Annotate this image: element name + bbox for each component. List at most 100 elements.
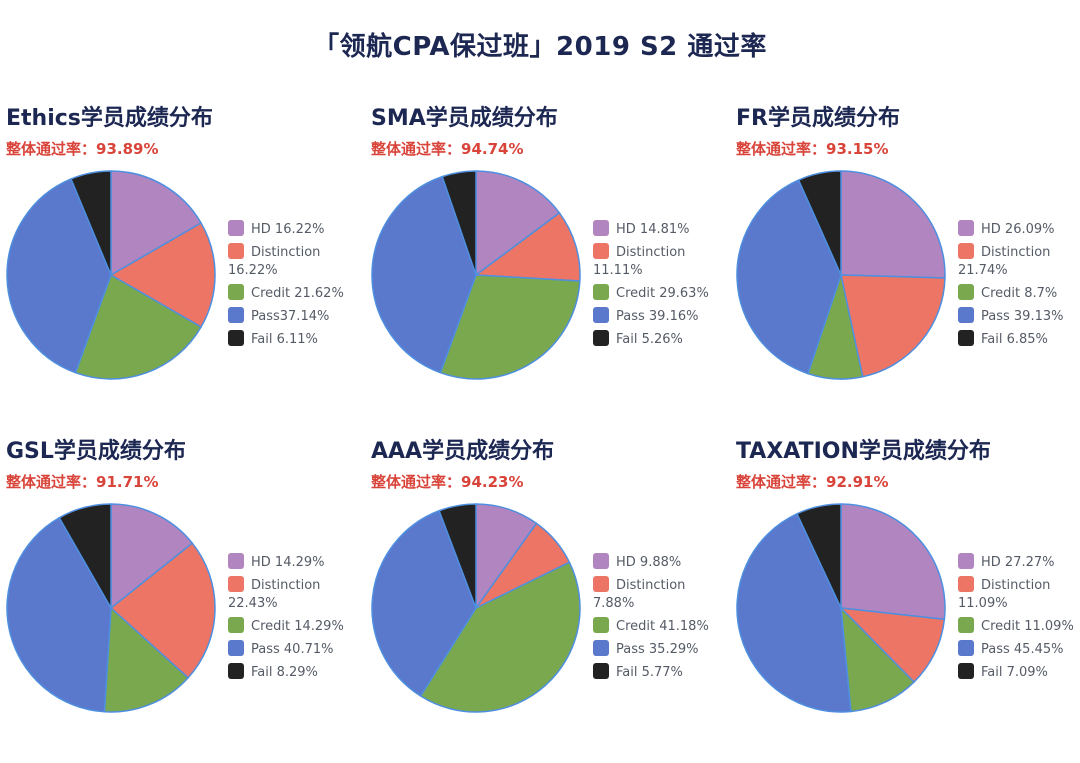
chart-legend: HD 14.29% Distinction 22.43% Credit 14.29%…: [228, 553, 358, 686]
chart-legend: HD 9.88% Distinction 7.88% Credit 41.18% Pa…: [593, 553, 723, 686]
legend-item-pass: Pass 39.16%: [593, 307, 723, 326]
chart-panel-ethics: Ethics学员成绩分布 整体通过率：93.89% HD 16.22% Disti…: [6, 100, 356, 430]
legend-item-credit: Credit 14.29%: [228, 617, 358, 636]
legend-item-distinction: Distinction 22.43%: [228, 576, 358, 613]
pie-slice-fail: [796, 503, 842, 609]
legend-label: Fail 7.09%: [981, 665, 1048, 680]
legend-item-fail: Fail 7.09%: [958, 663, 1080, 682]
legend-item-hd: HD 14.81%: [593, 220, 723, 239]
legend-swatch: [593, 330, 609, 346]
pie-slice-credit: [419, 561, 581, 713]
legend-swatch: [228, 617, 244, 633]
pass-rate-line: 整体通过率：94.23%: [371, 471, 524, 492]
legend-swatch: [593, 617, 609, 633]
legend-item-credit: Credit 41.18%: [593, 617, 723, 636]
legend-swatch: [958, 553, 974, 569]
chart-title: SMA学员成绩分布: [371, 106, 558, 131]
legend-item-hd: HD 26.09%: [958, 220, 1080, 239]
legend-item-fail: Fail 6.11%: [228, 330, 358, 349]
legend-item-hd: HD 9.88%: [593, 553, 723, 572]
pie-slice-pass: [736, 179, 842, 375]
legend-swatch: [228, 330, 244, 346]
legend-swatch: [593, 220, 609, 236]
pie-slice-fail: [441, 170, 477, 276]
legend-swatch: [228, 220, 244, 236]
chart-panel-gsl: GSL学员成绩分布 整体通过率：91.71% HD 14.29% Distinct…: [6, 433, 356, 763]
legend-label: Distinction 11.11%: [593, 245, 686, 278]
chart-legend: HD 27.27% Distinction 11.09% Credit 11.09%…: [958, 553, 1080, 686]
legend-label: Credit 11.09%: [981, 619, 1074, 634]
legend-swatch: [593, 576, 609, 592]
pie-slice-credit: [840, 607, 915, 713]
legend-label: Credit 41.18%: [616, 619, 709, 634]
legend-item-credit: Credit 29.63%: [593, 284, 723, 303]
legend-label: Credit 8.7%: [981, 286, 1058, 301]
legend-label: HD 14.29%: [251, 555, 325, 570]
pie-slice-hd: [475, 170, 561, 276]
legend-swatch: [958, 307, 974, 323]
legend-swatch: [228, 284, 244, 300]
pie-chart: [371, 503, 581, 713]
chart-title: FR学员成绩分布: [736, 106, 900, 131]
pie-slice-fail: [58, 503, 112, 609]
pie-slice-fail: [797, 170, 842, 276]
chart-legend: HD 14.81% Distinction 11.11% Credit 29.63%…: [593, 220, 723, 353]
legend-swatch: [958, 243, 974, 259]
pie-slice-pass: [371, 175, 477, 374]
legend-swatch: [958, 640, 974, 656]
legend-label: Distinction 11.09%: [958, 578, 1051, 611]
pie-slice-distinction: [110, 222, 216, 328]
legend-swatch: [593, 640, 609, 656]
pie-slice-distinction: [110, 542, 216, 679]
pie-slice-distinction: [475, 212, 581, 282]
legend-label: HD 14.81%: [616, 222, 690, 237]
legend-label: Fail 6.85%: [981, 332, 1048, 347]
pass-rate-label: 整体通过率：: [736, 140, 827, 158]
pie-slice-hd: [840, 170, 946, 279]
legend-label: Fail 8.29%: [251, 665, 318, 680]
legend-swatch: [228, 663, 244, 679]
legend-label: Pass 39.13%: [981, 309, 1064, 324]
page-title: 「领航CPA保过班」2019 S2 通过率: [313, 32, 767, 62]
pass-rate-value: 92.91%: [826, 473, 889, 491]
chart-panel-fr: FR学员成绩分布 整体通过率：93.15% HD 26.09% Distincti…: [736, 100, 1080, 430]
legend-swatch: [228, 553, 244, 569]
legend-label: Pass 35.29%: [616, 642, 699, 657]
legend-label: Distinction 21.74%: [958, 245, 1051, 278]
pie-slice-hd: [840, 503, 946, 621]
legend-swatch: [593, 553, 609, 569]
legend-item-credit: Credit 21.62%: [228, 284, 358, 303]
legend-swatch: [958, 617, 974, 633]
legend-swatch: [228, 307, 244, 323]
legend-item-distinction: Distinction 7.88%: [593, 576, 723, 613]
pie-slice-credit: [74, 274, 202, 380]
legend-label: Pass37.14%: [251, 309, 330, 324]
pie-slice-fail: [438, 503, 477, 609]
legend-item-pass: Pass37.14%: [228, 307, 358, 326]
legend-item-fail: Fail 5.26%: [593, 330, 723, 349]
legend-swatch: [593, 307, 609, 323]
pass-rate-label: 整体通过率：: [736, 473, 827, 491]
legend-item-distinction: Distinction 21.74%: [958, 243, 1080, 280]
legend-item-fail: Fail 8.29%: [228, 663, 358, 682]
chart-title: AAA学员成绩分布: [371, 439, 555, 464]
legend-swatch: [958, 284, 974, 300]
pass-rate-line: 整体通过率：93.15%: [736, 138, 889, 159]
pass-rate-value: 91.71%: [96, 473, 159, 491]
legend-label: Fail 5.26%: [616, 332, 683, 347]
pass-rate-value: 93.15%: [826, 140, 889, 158]
pie-chart: [736, 503, 946, 713]
chart-title: GSL学员成绩分布: [6, 439, 186, 464]
legend-item-distinction: Distinction 11.11%: [593, 243, 723, 280]
legend-item-distinction: Distinction 16.22%: [228, 243, 358, 280]
legend-label: Fail 5.77%: [616, 665, 683, 680]
pass-rate-line: 整体通过率：92.91%: [736, 471, 889, 492]
legend-item-pass: Pass 39.13%: [958, 307, 1080, 326]
legend-label: Distinction 16.22%: [228, 245, 321, 278]
pass-rate-value: 94.23%: [461, 473, 524, 491]
pass-rate-line: 整体通过率：93.89%: [6, 138, 159, 159]
pie-slice-pass: [371, 510, 477, 697]
chart-legend: HD 16.22% Distinction 16.22% Credit 21.62%…: [228, 220, 358, 353]
legend-label: HD 26.09%: [981, 222, 1055, 237]
pie-chart: [736, 170, 946, 380]
